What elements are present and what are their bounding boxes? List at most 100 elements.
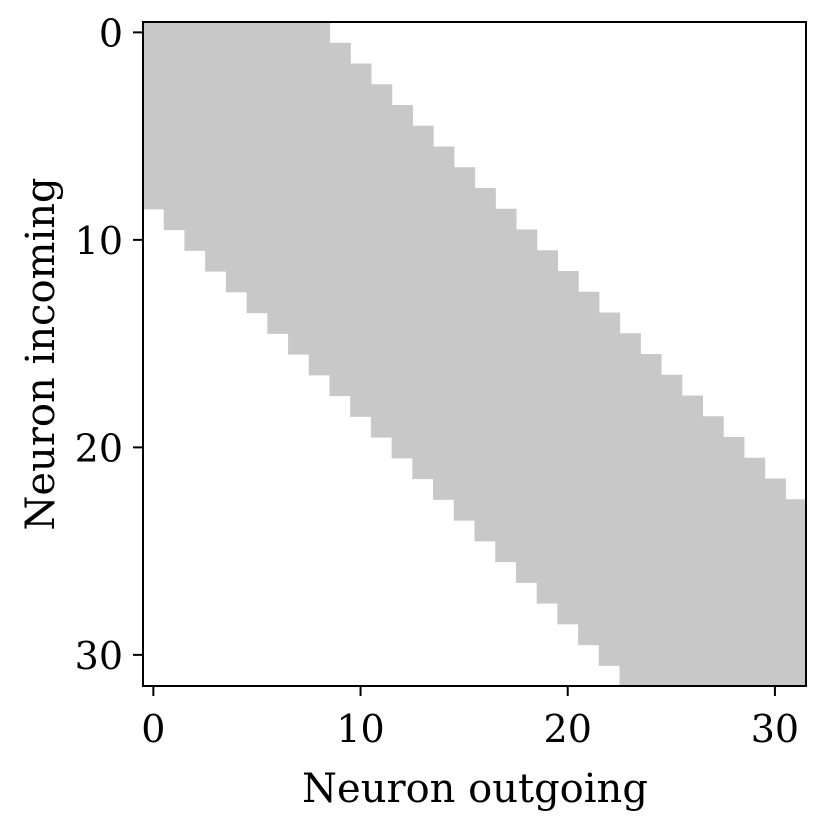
matrix-cell — [515, 540, 538, 563]
matrix-cell — [370, 146, 393, 168]
matrix-cell — [640, 354, 662, 376]
matrix-cell — [453, 167, 476, 189]
matrix-cell — [433, 250, 455, 272]
matrix-cell — [412, 457, 434, 480]
matrix-cell — [267, 125, 289, 148]
matrix-cell — [474, 188, 496, 210]
matrix-cell — [598, 354, 621, 376]
matrix-cell — [640, 437, 662, 459]
matrix-cell — [640, 520, 662, 542]
matrix-cell — [391, 146, 413, 168]
matrix-cell — [619, 561, 641, 583]
matrix-cell — [225, 22, 248, 44]
matrix-cell — [163, 208, 186, 231]
y-axis-ticks: 0 10 20 30 — [75, 11, 143, 678]
matrix-cell — [308, 146, 331, 168]
matrix-cell — [723, 665, 745, 687]
matrix-cell — [329, 271, 351, 293]
matrix-cell — [308, 229, 331, 251]
matrix-cell — [598, 582, 621, 604]
matrix-cell — [433, 478, 455, 500]
matrix-cell — [143, 63, 165, 85]
matrix-cell — [267, 84, 289, 106]
matrix-cell — [246, 167, 268, 189]
matrix-cell — [184, 167, 206, 189]
matrix-cell — [267, 146, 289, 168]
matrix-cell — [288, 125, 310, 148]
matrix-cell — [598, 478, 621, 500]
matrix-cell — [723, 457, 745, 480]
matrix-cell — [308, 333, 331, 355]
x-tick-label: 10 — [336, 707, 384, 751]
matrix-cell — [205, 146, 227, 168]
matrix-cell — [495, 208, 517, 231]
matrix-cell — [288, 22, 310, 44]
matrix-cell — [329, 125, 351, 148]
matrix-cell — [453, 395, 476, 417]
matrix-cell — [640, 457, 662, 480]
matrix-cell — [536, 561, 558, 583]
matrix-cell — [764, 623, 786, 646]
matrix-cell — [329, 229, 351, 251]
matrix-cell — [640, 395, 662, 417]
matrix-cell — [412, 333, 434, 355]
matrix-cell — [433, 271, 455, 293]
matrix-cell — [619, 374, 641, 397]
matrix-cell — [412, 208, 434, 231]
x-axis-label: Neuron outgoing — [302, 766, 648, 812]
matrix-cell — [619, 416, 641, 438]
matrix-cell — [495, 478, 517, 500]
matrix-cell — [619, 623, 641, 646]
matrix-cell — [163, 167, 186, 189]
matrix-cell — [184, 208, 206, 231]
matrix-cell — [412, 416, 434, 438]
matrix-cell — [578, 499, 600, 521]
matrix-cell — [184, 146, 206, 168]
matrix-cell — [329, 167, 351, 189]
matrix-cell — [329, 250, 351, 272]
matrix-cell — [308, 63, 331, 85]
matrix-cell — [329, 63, 351, 85]
matrix-cell — [267, 167, 289, 189]
matrix-cell — [640, 416, 662, 438]
matrix-cell — [515, 478, 538, 500]
matrix-cell — [163, 146, 186, 168]
matrix-cell — [743, 478, 766, 500]
matrix-cell — [598, 561, 621, 583]
matrix-cell — [433, 333, 455, 355]
matrix-cell — [495, 540, 517, 563]
matrix-cell — [640, 540, 662, 563]
matrix-cell — [598, 416, 621, 438]
matrix-cell — [267, 208, 289, 231]
matrix-cell — [453, 208, 476, 231]
matrix-cell — [515, 457, 538, 480]
matrix-cell — [329, 291, 351, 314]
matrix-cell — [495, 457, 517, 480]
matrix-cell — [515, 395, 538, 417]
matrix-cell — [474, 291, 496, 314]
matrix-cell — [640, 499, 662, 521]
matrix-cell — [495, 499, 517, 521]
matrix-cell — [391, 105, 413, 127]
matrix-cell — [702, 520, 724, 542]
matrix-cell — [143, 84, 165, 106]
matrix-cell — [764, 644, 786, 666]
matrix-cells — [143, 22, 807, 687]
matrix-cell — [184, 229, 206, 251]
matrix-cell — [578, 582, 600, 604]
matrix-cell — [640, 561, 662, 583]
matrix-cell — [702, 499, 724, 521]
matrix-cell — [143, 188, 165, 210]
matrix-cell — [246, 22, 268, 44]
matrix-cell — [474, 250, 496, 272]
matrix-cell — [246, 105, 268, 127]
matrix-cell — [350, 125, 372, 148]
matrix-cell — [370, 374, 393, 397]
matrix-cell — [681, 416, 704, 438]
matrix-cell — [246, 188, 268, 210]
matrix-cell — [702, 665, 724, 687]
matrix-cell — [536, 540, 558, 563]
x-tick-label: 20 — [544, 707, 592, 751]
matrix-cell — [536, 395, 558, 417]
